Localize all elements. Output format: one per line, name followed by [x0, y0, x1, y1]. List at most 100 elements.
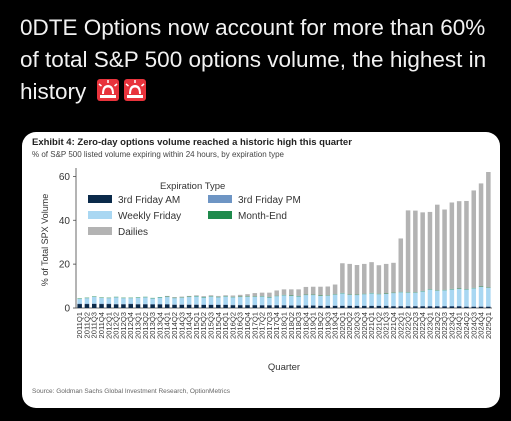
bar-segment: [274, 290, 279, 296]
x-tick-label: 2018Q1: [280, 312, 289, 339]
bar-segment: [281, 289, 287, 295]
bar-segment: [194, 304, 199, 308]
x-tick-label: 2021Q3: [382, 312, 391, 339]
bar-segment: [186, 295, 192, 297]
bar-segment: [135, 304, 141, 308]
bar-segment: [164, 297, 170, 305]
bar-segment: [449, 306, 455, 308]
bar-segment: [179, 304, 185, 308]
bar-segment: [289, 289, 294, 296]
bar-segment: [310, 305, 316, 308]
x-tick-label: 2023Q3: [440, 312, 449, 339]
bar-segment: [391, 306, 396, 308]
bar-segment: [128, 304, 133, 308]
bar-segment: [281, 295, 287, 305]
bar-segment: [391, 262, 396, 293]
x-tick-label: 2018Q2: [287, 312, 296, 339]
bar-segment: [143, 304, 148, 308]
bar-segment: [420, 291, 425, 306]
x-tick-label: 2020Q3: [352, 312, 361, 339]
x-tick-label: 2021Q2: [374, 312, 383, 339]
bar-segment: [179, 296, 185, 298]
bar-segment: [478, 183, 484, 287]
x-tick-label: 2014Q4: [185, 312, 194, 339]
bar-segment: [289, 305, 294, 308]
x-tick-label: 2011Q1: [75, 312, 84, 338]
legend-swatch: [88, 195, 112, 203]
bar-segment: [456, 306, 462, 308]
bar-segment: [347, 305, 352, 308]
legend-title: Expiration Type: [160, 181, 225, 192]
bar-segment: [442, 306, 447, 308]
x-tick-label: 2024Q1: [455, 312, 464, 339]
x-tick-label: 2022Q1: [396, 312, 405, 339]
bar-segment: [398, 292, 404, 306]
y-tick-label: 60: [59, 172, 71, 183]
bar-segment: [318, 286, 323, 296]
bar-segment: [281, 305, 287, 308]
bar-segment: [157, 304, 163, 308]
bar-segment: [449, 289, 455, 307]
bar-segment: [442, 209, 447, 290]
stacked-bar-chart: 0 20 40 60 % of Total SPX Volume 2011Q12011Q2…: [40, 168, 493, 373]
bar-segment: [164, 304, 170, 308]
bar-segment: [478, 306, 484, 308]
bar-segment: [427, 289, 433, 307]
bar-segment: [186, 304, 192, 308]
tweet-headline: 0DTE Options now account for more than 6…: [20, 12, 500, 108]
x-tick-label: 2024Q3: [469, 312, 478, 339]
x-tick-label: 2012Q3: [119, 312, 128, 339]
bar-segment: [201, 297, 206, 305]
bar-segment: [435, 306, 440, 308]
bar-segment: [332, 305, 338, 308]
x-tick-label: 2018Q4: [301, 312, 310, 339]
legend-swatch: [208, 211, 232, 219]
x-tick-label: 2013Q2: [141, 312, 150, 339]
bar-segment: [332, 284, 338, 295]
bar-segment: [486, 306, 491, 308]
legend-label: 3rd Friday AM: [118, 195, 180, 206]
bar-segment: [296, 289, 301, 296]
bar-segment: [354, 265, 360, 295]
bar-segment: [420, 306, 425, 308]
bar-segment: [405, 306, 411, 308]
bar-segment: [383, 263, 389, 294]
chart-source: Source: Goldman Sachs Global Investment …: [32, 388, 230, 395]
bar-segment: [340, 263, 345, 293]
bar-segment: [208, 304, 214, 308]
x-tick-label: 2011Q4: [97, 312, 106, 338]
x-tick-label: 2016Q1: [221, 312, 230, 339]
bar-segment: [427, 306, 433, 308]
x-tick-label: 2012Q4: [126, 312, 135, 339]
x-tick-label: 2015Q2: [199, 312, 208, 339]
legend-swatch: [88, 227, 112, 235]
bar-segment: [362, 306, 367, 308]
x-tick-label: 2015Q4: [214, 312, 223, 339]
bar-segment: [471, 190, 477, 288]
bar-segment: [478, 286, 484, 307]
bar-segment: [456, 201, 462, 289]
bar-segment: [216, 297, 221, 305]
x-tick-label: 2012Q2: [112, 312, 121, 339]
bar-segment: [157, 297, 163, 305]
chart-card[interactable]: Exhibit 4: Zero-day options volume reach…: [22, 132, 500, 408]
bar-segment: [405, 292, 411, 306]
x-tick-label: 2022Q2: [404, 312, 413, 339]
bar-segment: [172, 297, 177, 298]
x-tick-label: 2023Q1: [425, 312, 434, 339]
bar-segment: [208, 295, 214, 297]
bar-segment: [398, 306, 404, 308]
x-tick-label: 2016Q4: [243, 312, 252, 339]
bar-segment: [449, 202, 455, 289]
x-tick-label: 2021Q1: [367, 312, 376, 339]
x-tick-label: 2023Q4: [447, 312, 456, 339]
legend-swatch: [208, 195, 232, 203]
bar-segment: [186, 297, 192, 305]
legend-label: 3rd Friday PM: [238, 195, 301, 206]
bar-segment: [267, 292, 272, 298]
y-axis-label: % of Total SPX Volume: [40, 194, 50, 286]
police-light-icon: [96, 78, 120, 102]
bar-segment: [405, 210, 411, 293]
y-tick-label: 20: [59, 260, 71, 271]
bar-segment: [106, 298, 112, 304]
